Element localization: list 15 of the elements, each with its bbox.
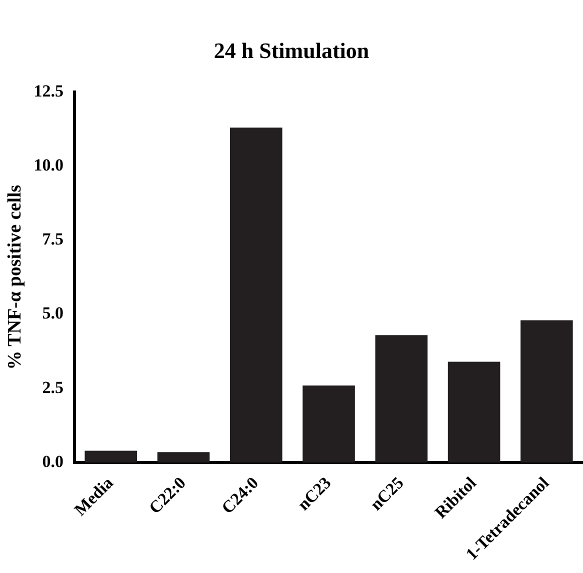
y-tick-label: 5.0 — [42, 304, 64, 323]
bar — [84, 450, 138, 463]
bar — [375, 335, 428, 463]
bar — [520, 320, 573, 463]
bar — [157, 452, 210, 463]
bar — [302, 385, 355, 463]
y-tick-label: 10.0 — [34, 156, 64, 175]
y-tick-label: 0.0 — [42, 452, 64, 471]
chart-title: 24 h Stimulation — [212, 38, 370, 65]
y-axis-title: % TNF-α positive cells — [4, 184, 26, 370]
y-tick-label: 7.5 — [42, 230, 64, 249]
bar — [448, 362, 500, 463]
bar — [230, 128, 282, 463]
y-tick-label: 2.5 — [42, 378, 64, 397]
y-tick-label: 12.5 — [34, 81, 64, 100]
